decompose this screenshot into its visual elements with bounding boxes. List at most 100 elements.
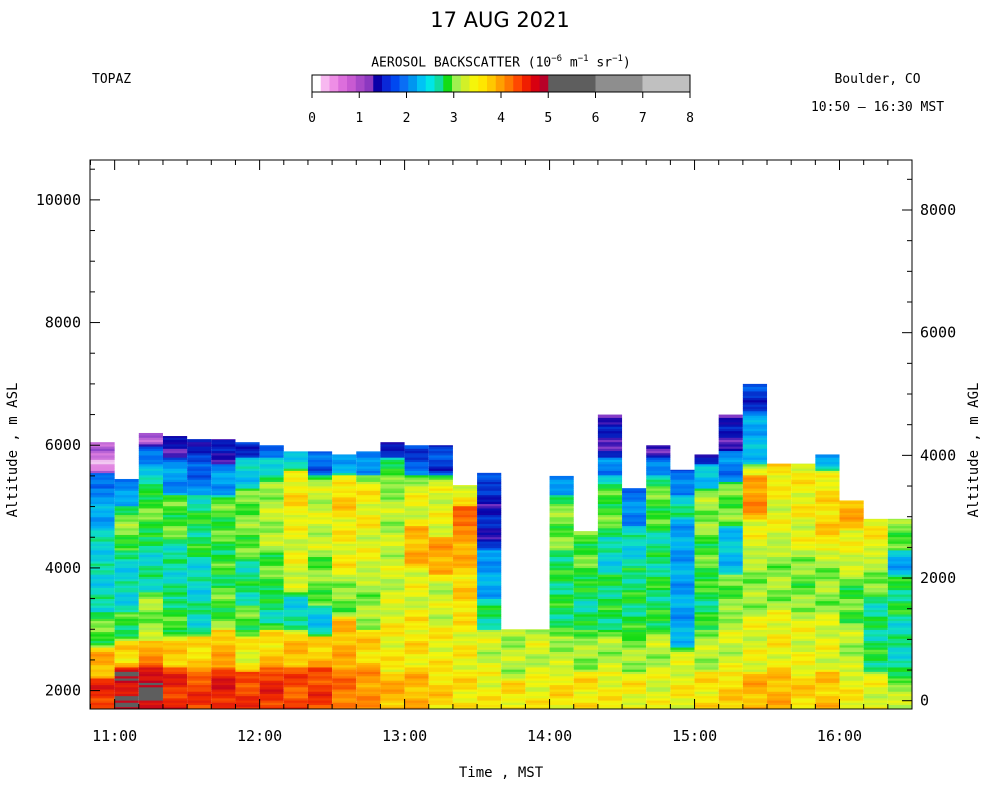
backscatter-cell: [235, 642, 260, 646]
backscatter-cell: [839, 638, 864, 641]
backscatter-cell: [791, 702, 816, 705]
backscatter-cell: [187, 439, 212, 443]
backscatter-cell: [211, 567, 236, 571]
backscatter-cell: [718, 622, 743, 626]
backscatter-cell: [622, 667, 647, 670]
backscatter-cell: [452, 541, 478, 544]
backscatter-cell: [211, 686, 236, 690]
backscatter-cell: [114, 580, 139, 584]
backscatter-cell: [380, 497, 405, 500]
backscatter-cell: [815, 576, 840, 580]
backscatter-cell: [742, 417, 768, 421]
backscatter-cell: [90, 653, 115, 657]
backscatter-cell: [428, 510, 453, 513]
backscatter-cell: [718, 658, 743, 661]
backscatter-cell: [622, 673, 647, 677]
backscatter-cell: [839, 680, 864, 683]
backscatter-cell: [283, 689, 308, 692]
backscatter-cell: [815, 463, 840, 467]
backscatter-cell: [573, 556, 598, 560]
backscatter-cell: [742, 466, 768, 469]
backscatter-cell: [259, 450, 284, 454]
backscatter-cell: [332, 653, 357, 657]
backscatter-cell: [742, 391, 768, 394]
backscatter-cell: [718, 552, 743, 555]
backscatter-cell: [670, 704, 695, 708]
backscatter-cell: [428, 603, 453, 606]
backscatter-cell: [90, 563, 115, 566]
backscatter-cell: [718, 501, 743, 505]
backscatter-cell: [380, 686, 405, 690]
backscatter-cell: [114, 642, 139, 646]
backscatter-cell: [452, 494, 478, 498]
backscatter-cell: [211, 644, 236, 648]
backscatter-cell: [742, 625, 768, 628]
backscatter-cell: [332, 587, 357, 591]
backscatter-cell: [694, 561, 719, 564]
backscatter-cell: [670, 600, 695, 604]
backscatter-cell: [114, 636, 139, 639]
backscatter-cell: [428, 689, 453, 692]
backscatter-cell: [718, 448, 743, 452]
backscatter-cell: [114, 558, 139, 562]
backscatter-cell: [452, 642, 478, 646]
backscatter-cell: [332, 649, 357, 652]
backscatter-cell: [162, 616, 188, 619]
backscatter-cell: [718, 490, 743, 493]
backscatter-cell: [477, 521, 502, 524]
backscatter-cell: [887, 638, 912, 641]
backscatter-cell: [162, 516, 188, 520]
backscatter-cell: [307, 569, 333, 573]
backscatter-cell: [694, 611, 719, 615]
backscatter-cell: [887, 633, 912, 637]
backscatter-cell: [839, 591, 864, 595]
backscatter-cell: [259, 530, 284, 533]
backscatter-cell: [187, 514, 212, 518]
backscatter-cell: [597, 598, 623, 602]
backscatter-cell: [187, 538, 212, 542]
backscatter-cell: [211, 505, 236, 509]
backscatter-cell: [114, 512, 139, 516]
backscatter-cell: [670, 525, 695, 529]
backscatter-cell: [114, 591, 139, 595]
backscatter-cell: [501, 693, 526, 697]
backscatter-cell: [307, 481, 333, 485]
backscatter-cell: [356, 483, 381, 487]
backscatter-cell: [211, 488, 236, 491]
backscatter-cell: [114, 667, 139, 670]
backscatter-cell: [283, 468, 308, 471]
backscatter-cell: [597, 620, 623, 624]
backscatter-cell: [235, 519, 260, 522]
backscatter-cell: [138, 678, 163, 681]
backscatter-cell: [380, 525, 405, 529]
backscatter-cell: [863, 671, 888, 675]
backscatter-cell: [863, 569, 888, 573]
backscatter-cell: [549, 647, 574, 650]
backscatter-cell: [187, 523, 212, 527]
backscatter-cell: [259, 501, 284, 505]
backscatter-cell: [815, 671, 840, 675]
backscatter-cell: [404, 472, 429, 476]
backscatter-cell: [114, 554, 139, 558]
backscatter-cell: [815, 627, 840, 630]
backscatter-cell: [428, 576, 453, 580]
backscatter-cell: [138, 558, 163, 562]
backscatter-cell: [694, 638, 719, 641]
backscatter-cell: [815, 514, 840, 518]
backscatter-cell: [767, 647, 792, 650]
backscatter-cell: [622, 574, 647, 577]
backscatter-cell: [694, 594, 719, 597]
backscatter-cell: [235, 442, 260, 445]
backscatter-cell: [718, 591, 743, 595]
backscatter-cell: [573, 550, 598, 553]
backscatter-cell: [211, 669, 236, 672]
backscatter-cell: [307, 596, 333, 599]
backscatter-cell: [839, 583, 864, 586]
backscatter-cell: [718, 527, 743, 531]
backscatter-cell: [694, 545, 719, 549]
backscatter-cell: [380, 611, 405, 615]
backscatter-cell: [767, 525, 792, 529]
backscatter-cell: [887, 625, 912, 628]
backscatter-cell: [839, 600, 864, 604]
